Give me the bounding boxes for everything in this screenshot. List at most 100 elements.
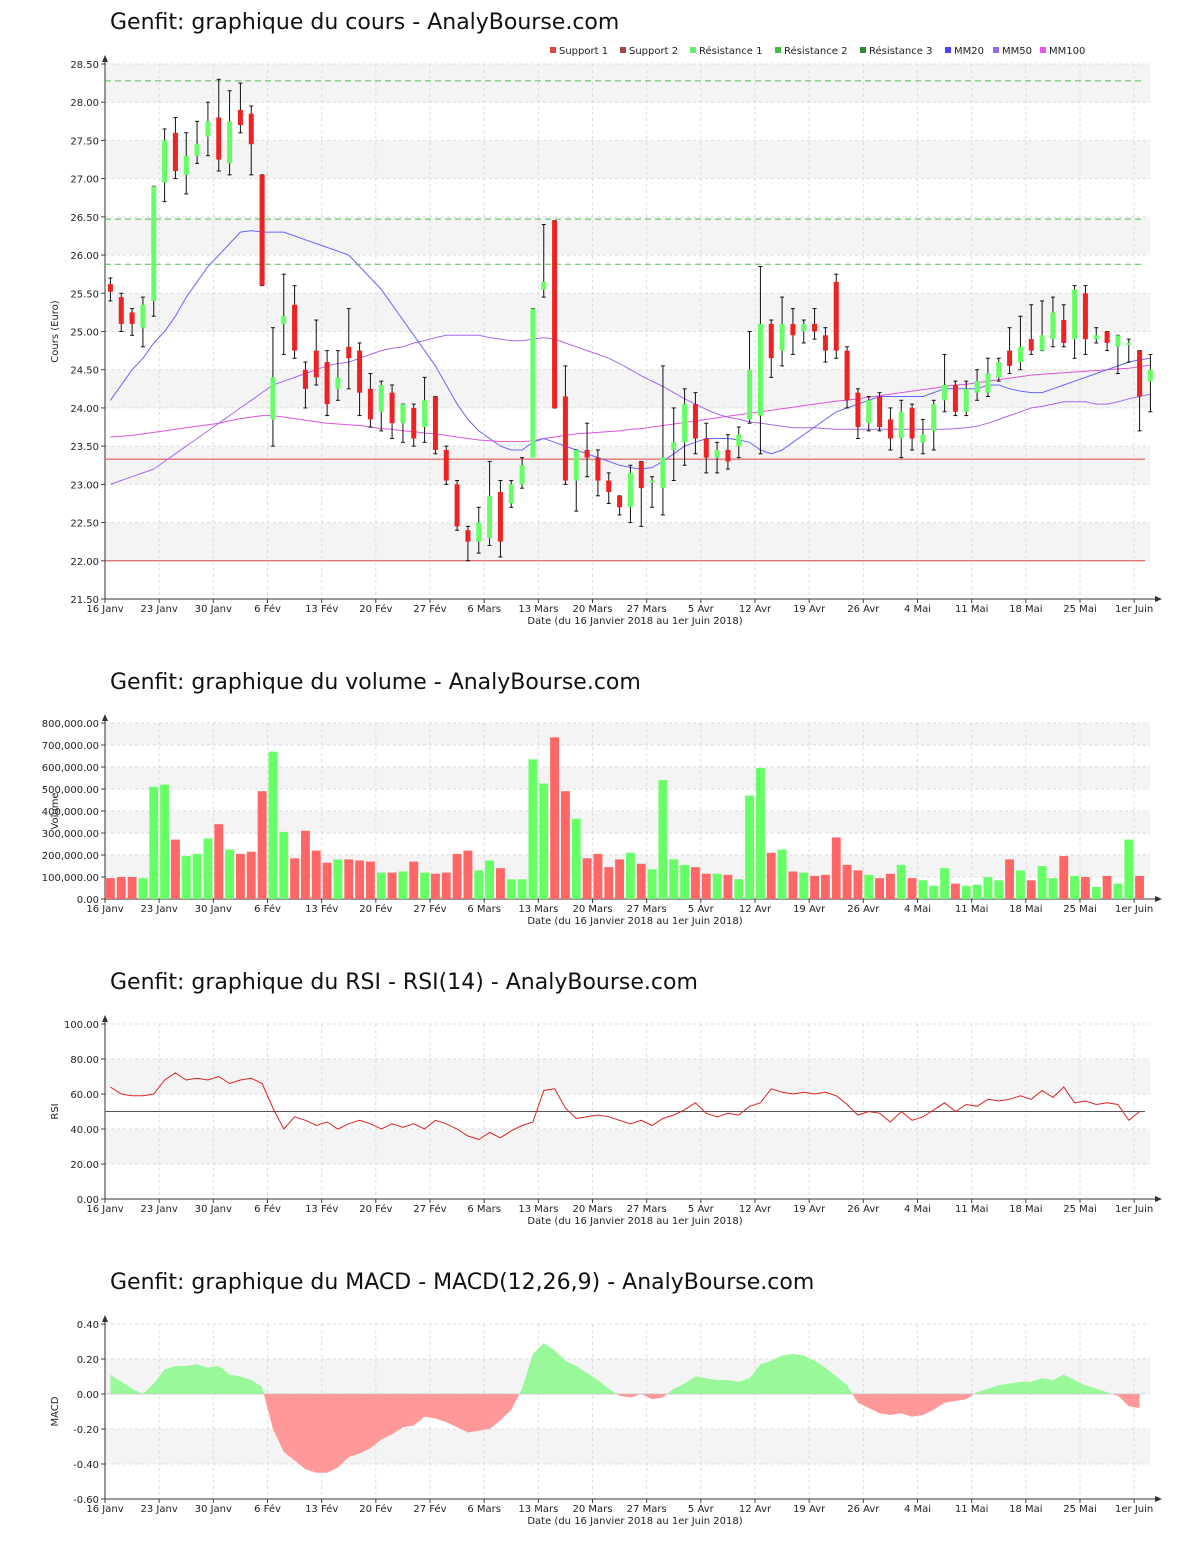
volume-bar [550, 737, 560, 899]
candle-body [898, 411, 904, 439]
x-axis-arrow [1155, 1496, 1162, 1502]
candle-body [465, 530, 471, 542]
candle-body [855, 392, 861, 428]
candle-body [757, 323, 763, 416]
volume-bar [864, 874, 874, 899]
volume-bar [300, 830, 310, 899]
grid-band [105, 1129, 1150, 1164]
candle-body [595, 457, 601, 481]
legend-label: Support 2 [629, 46, 678, 57]
candle-body [107, 284, 113, 292]
candle-body [324, 362, 330, 405]
volume-bar [929, 885, 939, 899]
x-tick-label: 16 Janv [86, 1504, 123, 1515]
y-tick-label: 27.50 [70, 136, 99, 147]
x-tick-label: 11 Mai [955, 1504, 988, 1515]
candle-body [877, 396, 883, 428]
x-tick-label: 20 Fév [359, 1503, 392, 1515]
volume-bar [398, 871, 408, 899]
volume-bar [680, 864, 690, 899]
candle-body [952, 385, 958, 412]
y-axis-arrow [102, 1015, 108, 1022]
x-tick-label: 11 Mai [955, 604, 988, 615]
volume-bar [777, 849, 787, 899]
macd-negative-area [263, 1394, 1140, 1473]
candle-body [302, 369, 308, 389]
x-tick-label: 27 Mars [627, 904, 667, 915]
volume-bar [1015, 870, 1025, 899]
x-tick-label: 25 Mai [1063, 1204, 1096, 1215]
x-tick-label: 12 Avr [739, 1504, 772, 1515]
candle-body [768, 323, 774, 359]
x-tick-label: 4 Mai [904, 1504, 931, 1515]
x-axis-arrow [1155, 1196, 1162, 1202]
candle-body [476, 522, 482, 542]
candle-body [931, 404, 937, 431]
candle-body [844, 350, 850, 401]
y-tick-label: 400,000.00 [42, 807, 99, 818]
volume-bar [246, 851, 256, 899]
x-tick-label: 6 Fév [254, 1503, 281, 1515]
candle-body [259, 174, 265, 286]
volume-bar [203, 838, 213, 899]
y-tick-label: 24.50 [70, 366, 99, 377]
x-tick-label: 26 Avr [847, 1204, 880, 1215]
x-axis-title: Date (du 16 Janvier 2018 au 1er Juin 201… [527, 1216, 742, 1227]
x-tick-label: 26 Avr [847, 604, 880, 615]
x-tick-label: 20 Fév [359, 1203, 392, 1215]
volume-bar [940, 868, 950, 899]
volume-bar [430, 873, 440, 899]
candle-body [649, 480, 655, 483]
candle-body [822, 335, 828, 351]
y-tick-label: 22.50 [70, 519, 99, 530]
volume-bar [734, 879, 744, 899]
x-tick-label: 1er Juin [1115, 1504, 1153, 1515]
volume-bar [1070, 875, 1080, 899]
x-tick-label: 6 Fév [254, 603, 281, 615]
candle-body [367, 388, 373, 420]
candle-body [1115, 335, 1121, 347]
candle-body [866, 400, 872, 424]
volume-bar [170, 839, 180, 899]
volume-bar [1135, 875, 1145, 899]
volume-bar [810, 875, 820, 899]
volume-bar [669, 859, 679, 899]
x-tick-label: 27 Mars [627, 1504, 667, 1515]
volume-bar [831, 837, 841, 899]
candle-body [887, 419, 893, 439]
volume-bar [820, 874, 830, 899]
x-tick-label: 4 Mai [904, 1204, 931, 1215]
candle-body [790, 323, 796, 336]
x-tick-label: 13 Fév [305, 1503, 338, 1515]
candle-body [519, 465, 525, 485]
volume-bar [485, 860, 495, 899]
x-tick-label: 20 Mars [573, 604, 613, 615]
volume-bar [279, 831, 289, 899]
candle-body [638, 461, 644, 489]
x-tick-label: 18 Mai [1009, 1204, 1042, 1215]
candle-body [530, 308, 536, 458]
candle-body [313, 350, 319, 378]
x-tick-label: 5 Avr [688, 604, 715, 615]
volume-bar [853, 870, 863, 899]
x-tick-label: 4 Mai [904, 904, 931, 915]
candle-body [270, 377, 276, 420]
volume-bar [235, 853, 245, 899]
volume-bar [1059, 856, 1069, 899]
rsi-line [110, 1072, 1140, 1141]
candle-body [443, 449, 449, 481]
candle-body [725, 449, 731, 462]
x-tick-label: 13 Fév [305, 1203, 338, 1215]
x-tick-label: 25 Mai [1063, 904, 1096, 915]
candle-body [779, 323, 785, 351]
y-axis-title: MACD [50, 1396, 61, 1426]
legend-swatch [775, 47, 781, 53]
volume-bar [160, 784, 170, 899]
x-tick-label: 20 Fév [359, 603, 392, 615]
y-tick-label: 800,000.00 [42, 719, 99, 730]
candle-body [627, 472, 633, 508]
volume-bar [311, 850, 321, 899]
volume-bar [225, 849, 235, 899]
candle-body [920, 434, 926, 443]
